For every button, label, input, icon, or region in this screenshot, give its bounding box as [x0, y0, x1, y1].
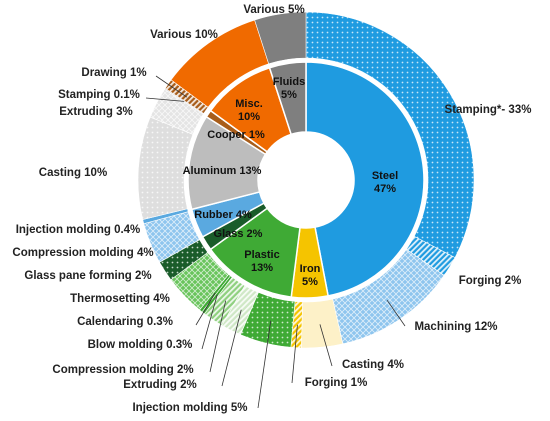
inner-label-aluminum: Aluminum 13%: [183, 165, 262, 177]
leader-lines: [145, 75, 406, 409]
outer-label-injection-molding-5-5-leader: [257, 320, 272, 409]
outer-slice-compression-molding-2-7-texture: [204, 277, 245, 326]
outer-label-thermosetting-4-10: Thermosetting 4%: [70, 293, 170, 305]
outer-label-casting-4-3-leader: [319, 324, 333, 367]
outer-label-extruding-2-6-leader: [221, 309, 242, 387]
outer-slice-forging-1-4-texture: [290, 301, 303, 348]
inner-label-cooper: Cooper 1%: [207, 129, 265, 141]
outer-label-blow-molding-0-3-8-leader: [201, 294, 218, 350]
outer-slice-forging-2-1-texture: [406, 236, 456, 276]
inner-slice-fluids: [268, 61, 307, 136]
outer-slice-machining-12-2-texture: [332, 249, 445, 344]
outer-slice-thermosetting-4-10-texture: [170, 252, 229, 310]
outer-slice-various-5-19: [254, 11, 307, 65]
outer-label-injection-molding-5-5: Injection molding 5%: [132, 402, 247, 414]
outer-label-machining-12-2: Machining 12%: [414, 321, 497, 333]
inner-label-iron: Iron: [300, 263, 321, 275]
outer-labels: Stamping*- 33% Forging 2% Machining 12% Cas…: [12, 4, 531, 414]
inner-label-misc-value: 10%: [238, 111, 260, 123]
outer-label-casting-10-14: Casting 10%: [39, 167, 107, 179]
inner-label-plastic: Plastic: [244, 249, 279, 261]
inner-label-rubber: Rubber 4%: [194, 209, 252, 221]
outer-label-casting-4-3: Casting 4%: [342, 359, 404, 371]
outer-label-extruding-2-6: Extruding 2%: [123, 379, 196, 391]
outer-label-calendaring-0-3-9: Calendaring 0.3%: [77, 316, 173, 328]
outer-label-drawing-1-17: Drawing 1%: [81, 67, 146, 79]
inner-label-fluids: Fluids: [273, 76, 305, 88]
outer-label-forging-2-1: Forging 2%: [459, 275, 522, 287]
outer-slice-stamping-33-0-texture: [306, 12, 475, 258]
outer-label-injection-molding-0-4-13: Injection molding 0.4%: [16, 224, 141, 236]
outer-label-various-5-19: Various 5%: [243, 4, 304, 16]
outer-slice-injection-molding-5-5-texture: [240, 292, 296, 348]
outer-label-various-10-18: Various 10%: [150, 29, 218, 41]
inner-label-misc: Misc.: [235, 98, 263, 110]
outer-slice-extruding-2-6-texture: [221, 285, 259, 335]
outer-label-compression-molding-2-7: Compression molding 2%: [52, 364, 193, 376]
inner-slice-steel: [305, 61, 425, 297]
outer-slice-compression-molding-4-12-texture: [143, 211, 200, 263]
inner-label-plastic-value: 13%: [251, 262, 273, 274]
outer-label-extruding-3-15: Extruding 3%: [59, 106, 132, 118]
outer-label-compression-molding-4-12: Compression molding 4%: [12, 247, 153, 259]
outer-label-glass-pane-forming-2-11: Glass pane forming 2%: [24, 270, 151, 282]
outer-label-blow-molding-0-3-8: Blow molding 0.3%: [88, 339, 193, 351]
outer-slice-glass-pane-forming-2-11-texture: [159, 239, 208, 280]
inner-label-steel: Steel: [372, 170, 398, 182]
outer-label-stamping-0-1-16-leader: [145, 97, 185, 102]
outer-slice-extruding-3-15-texture: [150, 89, 204, 135]
outer-label-stamping-33-0: Stamping*- 33%: [445, 104, 532, 116]
inner-label-glass: Glass 2%: [214, 228, 263, 240]
outer-label-forging-1-4: Forging 1%: [305, 377, 368, 389]
outer-label-compression-molding-2-7-leader: [209, 300, 227, 373]
inner-label-steel-value: 47%: [374, 183, 396, 195]
inner-ring: [187, 61, 425, 299]
outer-label-stamping-0-1-16: Stamping 0.1%: [58, 89, 140, 101]
inner-label-iron-value: 5%: [302, 276, 318, 288]
outer-ring: [137, 11, 475, 349]
outer-label-forging-1-4-leader: [291, 324, 298, 384]
outer-label-machining-12-2-leader: [386, 299, 406, 327]
inner-label-fluids-value: 5%: [281, 89, 297, 101]
outer-label-calendaring-0-3-9-leader: [195, 292, 216, 326]
outer-slice-casting-10-14-texture: [138, 117, 193, 220]
outer-label-drawing-1-17-leader: [155, 75, 188, 98]
